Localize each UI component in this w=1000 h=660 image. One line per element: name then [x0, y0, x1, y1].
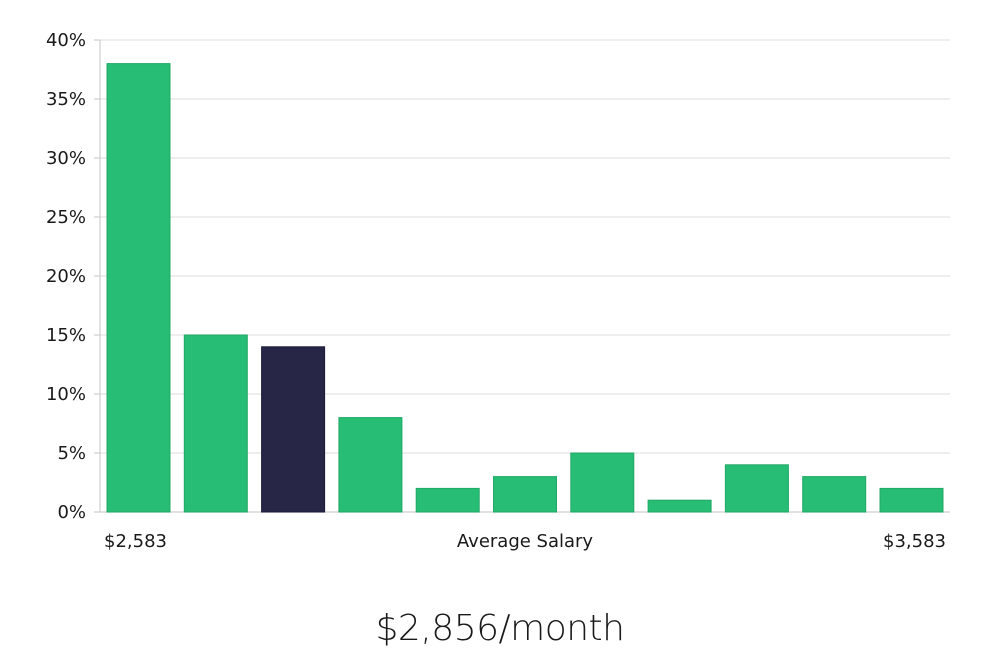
bar [570, 452, 635, 513]
bar-highlighted [261, 346, 326, 513]
bar [493, 476, 557, 513]
bar [338, 417, 403, 513]
bar [724, 464, 789, 513]
y-tick-label: 0% [57, 502, 86, 523]
y-tick-label: 10% [46, 384, 86, 405]
x-max-label: $3,583 [883, 531, 946, 552]
y-tick-label: 20% [46, 266, 86, 287]
average-salary-summary: $2,856/month [375, 608, 625, 649]
y-tick-label: 15% [46, 325, 86, 346]
bar [879, 487, 944, 513]
bar [647, 499, 712, 513]
bar [802, 476, 867, 513]
y-tick-labels: 0% 5% 10% 15% 20% 25% 30% 35% 40% [46, 30, 86, 523]
y-tick-label: 40% [46, 30, 86, 51]
y-tick-label: 30% [46, 148, 86, 169]
x-axis-label: Average Salary [457, 531, 594, 552]
x-min-label: $2,583 [104, 531, 167, 552]
y-tick-label: 25% [46, 207, 86, 228]
bar [106, 63, 171, 513]
bar [415, 487, 480, 513]
y-tick-label: 5% [57, 443, 86, 464]
bar [183, 334, 248, 513]
y-tick-label: 35% [46, 89, 86, 110]
bars [106, 63, 944, 513]
